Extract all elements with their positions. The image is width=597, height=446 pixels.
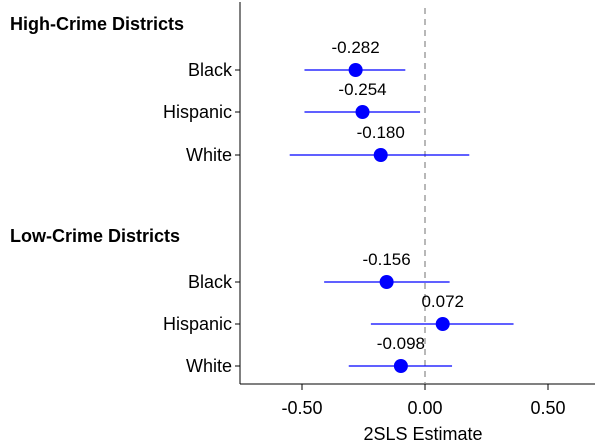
x-axis-title: 2SLS Estimate [363, 424, 482, 444]
axes [235, 2, 595, 385]
estimate-point [435, 317, 450, 331]
data-label: -0.254 [338, 80, 386, 99]
data-label: -0.098 [377, 334, 425, 353]
data-label: 0.072 [421, 292, 464, 311]
category-label: White [186, 356, 232, 376]
group-label: Low-Crime Districts [10, 226, 180, 246]
x-tick-label: 0.00 [407, 398, 442, 418]
category-label: Black [188, 272, 233, 292]
data-label: -0.282 [332, 38, 380, 57]
category-labels: High-Crime Districts Black Hispanic White Lo… [10, 14, 233, 376]
estimate-point [393, 359, 408, 373]
x-ticks: -0.50 0.00 0.50 [281, 384, 566, 418]
estimate-point [355, 105, 370, 119]
estimate-point [379, 275, 394, 289]
category-label: Hispanic [163, 314, 232, 334]
category-label: Hispanic [163, 102, 232, 122]
estimate-point [373, 148, 388, 162]
category-label: White [186, 145, 232, 165]
x-tick-label: -0.50 [281, 398, 322, 418]
data-label: -0.156 [363, 250, 411, 269]
category-label: Black [188, 60, 233, 80]
group-label: High-Crime Districts [10, 14, 184, 34]
x-tick-label: 0.50 [530, 398, 565, 418]
data-label: -0.180 [357, 123, 405, 142]
chart-marks: -0.282 -0.254 -0.180 -0.156 0.072 -0.098 [289, 38, 514, 373]
estimate-point [348, 63, 363, 77]
